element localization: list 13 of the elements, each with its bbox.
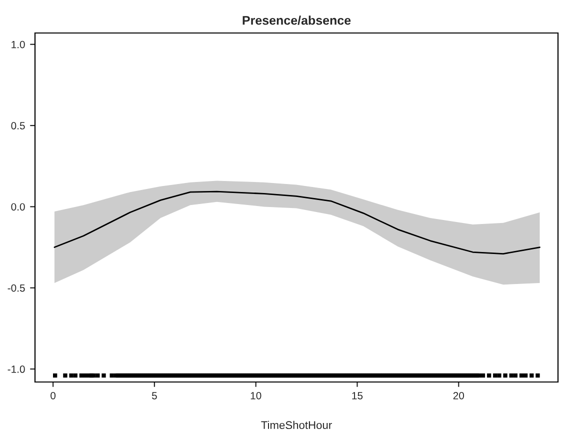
- x-tick-label: 15: [352, 392, 363, 400]
- y-tick-label: -0.5: [8, 284, 25, 292]
- x-tick-label: 10: [250, 392, 262, 400]
- x-tick-label: 5: [152, 392, 157, 400]
- y-tick-label: 1.0: [12, 40, 25, 48]
- x-tick-label: 0: [50, 392, 56, 400]
- x-tick-label: 20: [453, 392, 464, 400]
- line-series: [54, 190, 540, 254]
- y-tick-label: -1.0: [8, 366, 25, 373]
- x-axis-title: TimeShotHour: [261, 420, 332, 430]
- y-tick-label: 0.0: [11, 203, 25, 211]
- y-tick-label: 0.5: [11, 122, 25, 130]
- chart-title: Presence/absence: [242, 16, 351, 25]
